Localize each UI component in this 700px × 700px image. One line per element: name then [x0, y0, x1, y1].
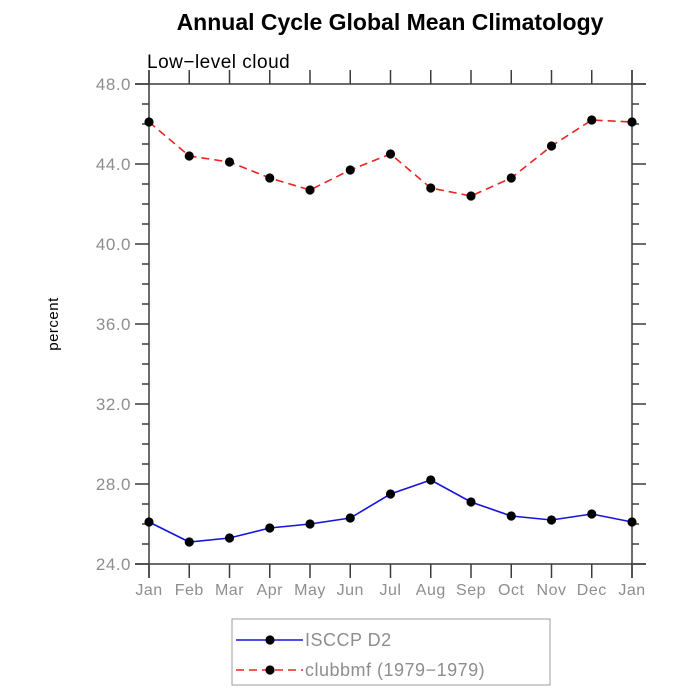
x-tick-label: May	[294, 582, 326, 599]
x-tick-label: Oct	[498, 582, 524, 599]
x-tick-label: Jul	[380, 582, 402, 599]
x-tick-label: Jan	[618, 582, 645, 599]
data-point-marker	[265, 173, 275, 183]
x-tick-label: Sep	[456, 582, 486, 599]
data-point-marker	[385, 149, 396, 159]
data-point-marker	[305, 185, 315, 195]
x-tick-label: Apr	[257, 582, 284, 599]
data-point-marker	[265, 523, 275, 533]
data-point-marker	[587, 509, 597, 519]
data-point-marker	[184, 151, 194, 161]
y-tick-label: 36.0	[96, 315, 131, 334]
data-point-marker	[224, 157, 235, 167]
data-point-marker	[587, 115, 597, 125]
data-point-marker	[224, 533, 235, 543]
x-tick-label: Nov	[537, 582, 567, 599]
legend-label: clubbmf (1979−1979)	[305, 660, 485, 680]
x-tick-label: Jan	[135, 582, 162, 599]
data-point-marker	[466, 191, 476, 201]
data-point-marker	[305, 519, 315, 529]
y-tick-label: 28.0	[96, 475, 131, 494]
data-point-marker	[506, 173, 516, 183]
axes	[135, 70, 646, 578]
series-lines	[144, 115, 637, 547]
data-point-marker	[385, 489, 396, 499]
data-point-marker	[627, 517, 637, 527]
data-point-marker	[144, 517, 154, 527]
data-point-marker	[184, 537, 194, 547]
data-point-marker	[345, 513, 355, 523]
y-axis-title: percent	[45, 297, 62, 351]
x-tick-label: Jun	[337, 582, 364, 599]
x-tick-labels: Jan Feb Mar Apr May Jun Jul Aug Sep Oct Nov Dec Jan	[135, 582, 645, 599]
legend: ISCCP D2 clubbmf (1979−1979)	[231, 618, 551, 686]
y-tick-label: 32.0	[96, 395, 131, 414]
series-line-solid	[148, 479, 633, 543]
data-point-marker	[426, 183, 436, 193]
data-point-marker	[426, 475, 436, 485]
data-point-marker	[144, 117, 154, 127]
y-tick-label: 44.0	[96, 155, 131, 174]
x-tick-label: Aug	[416, 582, 446, 599]
y-tick-labels: 24.0 28.0 32.0 36.0 40.0 44.0 48.0	[96, 75, 131, 574]
x-tick-label: Feb	[175, 582, 204, 599]
x-tick-label: Mar	[215, 582, 244, 599]
x-tick-label: Dec	[577, 582, 607, 599]
y-tick-label: 48.0	[96, 75, 131, 94]
data-point-marker	[546, 515, 557, 525]
chart-title: Annual Cycle Global Mean Climatology	[177, 9, 604, 35]
data-point-marker	[466, 497, 476, 507]
chart-subtitle: Low−level cloud	[147, 52, 290, 73]
data-point-marker	[546, 141, 557, 151]
legend-box	[231, 618, 551, 686]
y-tick-label: 24.0	[96, 555, 131, 574]
data-point-marker	[506, 511, 516, 521]
legend-label: ISCCP D2	[305, 630, 392, 650]
legend-marker	[265, 665, 275, 675]
data-point-marker	[627, 117, 637, 127]
legend-marker	[265, 635, 275, 645]
data-point-marker	[345, 165, 355, 175]
y-tick-label: 40.0	[96, 235, 131, 254]
